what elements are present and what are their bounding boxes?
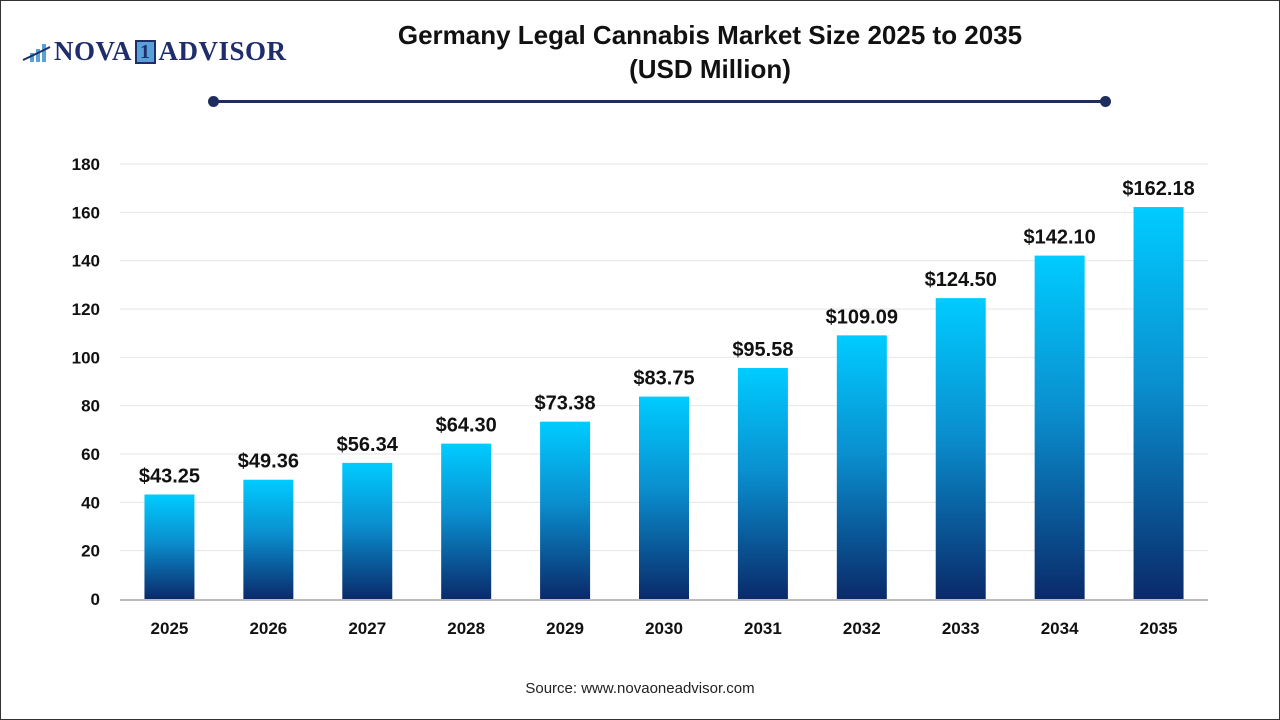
x-tick-label: 2031: [744, 619, 782, 638]
data-label: $162.18: [1122, 178, 1194, 200]
logo-text-advisor: ADVISOR: [158, 36, 287, 66]
data-label: $56.34: [337, 434, 399, 456]
data-label: $64.30: [436, 415, 497, 437]
y-tick-label: 180: [72, 155, 100, 174]
data-label: $73.38: [535, 393, 596, 415]
data-label: $109.09: [826, 306, 898, 328]
bar: [639, 396, 689, 599]
x-tick-label: 2033: [942, 619, 980, 638]
x-tick-label: 2026: [249, 619, 287, 638]
y-tick-label: 140: [72, 252, 100, 271]
bar: [1034, 255, 1085, 599]
bar: [243, 479, 294, 599]
bar: [737, 368, 788, 599]
x-tick-label: 2035: [1140, 619, 1178, 638]
bar: [144, 494, 195, 599]
data-label: $95.58: [732, 339, 793, 361]
data-label: $142.10: [1023, 227, 1095, 249]
bar: [836, 335, 887, 599]
title-line-2: (USD Million): [629, 54, 791, 84]
data-label: $43.25: [139, 465, 200, 487]
x-tick-label: 2029: [546, 619, 584, 638]
x-tick-label: 2034: [1041, 619, 1079, 638]
bar: [1133, 207, 1184, 599]
bar: [540, 421, 591, 599]
data-label: $83.75: [633, 368, 694, 390]
logo: NOVA 1 ADVISOR: [22, 36, 287, 67]
x-tick-label: 2027: [348, 619, 386, 638]
x-tick-label: 2032: [843, 619, 881, 638]
bar-chart-logo-icon: [22, 43, 51, 62]
y-tick-label: 20: [81, 542, 100, 561]
logo-text-nova: NOVA: [54, 36, 133, 66]
bar: [441, 443, 492, 599]
rule-dot-left: [208, 96, 219, 107]
y-tick-label: 40: [81, 493, 100, 512]
rule-dot-right: [1100, 96, 1111, 107]
y-tick-label: 100: [72, 348, 100, 367]
data-label: $124.50: [925, 269, 997, 291]
y-tick-label: 80: [81, 397, 100, 416]
chart-title: Germany Legal Cannabis Market Size 2025 …: [330, 18, 1090, 86]
data-label: $49.36: [238, 451, 299, 473]
bar: [342, 462, 393, 599]
title-line-1: Germany Legal Cannabis Market Size 2025 …: [397, 20, 1023, 50]
title-rule: [213, 100, 1106, 103]
source-note: Source: www.novaoneadvisor.com: [525, 680, 755, 697]
y-tick-label: 60: [81, 445, 100, 464]
logo-text-one: 1: [135, 39, 156, 64]
x-tick-label: 2030: [645, 619, 683, 638]
x-tick-label: 2028: [447, 619, 485, 638]
y-tick-label: 120: [72, 300, 100, 319]
x-tick-label: 2025: [151, 619, 189, 638]
y-tick-label: 160: [72, 203, 100, 222]
y-tick-label: 0: [91, 590, 100, 609]
bar: [935, 298, 986, 599]
